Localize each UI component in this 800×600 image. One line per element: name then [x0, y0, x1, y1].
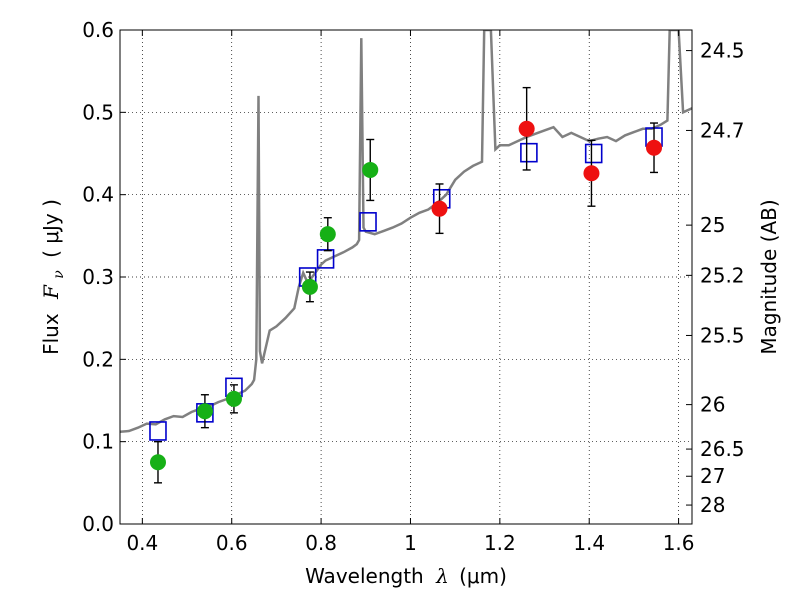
y-tick-label: 0.6 — [82, 18, 114, 42]
nir-photometry-point — [518, 120, 535, 137]
x-tick-label: 1.4 — [573, 531, 605, 555]
model-flux-square — [149, 421, 167, 441]
x-tick-label: 1.6 — [663, 531, 695, 555]
x-axis-label: Wavelength λ (μm) — [305, 564, 507, 588]
plot-frame — [119, 29, 693, 525]
optical-photometry-point — [225, 390, 242, 407]
y-axis-label: Flux F ν ( μJy ) — [39, 199, 68, 355]
model-flux-square — [520, 142, 538, 163]
y2-tick-label: 26 — [700, 393, 725, 417]
y-tick-label: 0.4 — [82, 183, 114, 207]
sed-model-line — [120, 30, 692, 434]
y2-tick-label: 26.5 — [700, 437, 745, 461]
nir-photometry-point — [646, 139, 663, 156]
optical-photometry-point — [196, 403, 213, 420]
y-tick-label: 0.2 — [82, 347, 114, 371]
nir-photometry-point — [583, 165, 600, 182]
optical-photometry-point — [319, 226, 336, 243]
model-flux-square — [584, 143, 603, 164]
model-flux-square — [316, 249, 335, 269]
y-tick-label: 0.0 — [82, 512, 114, 536]
optical-photometry-point — [301, 278, 318, 295]
y-tick-label: 0.1 — [82, 430, 114, 454]
model-flux-square — [359, 212, 377, 232]
y2-tick-label: 28 — [700, 493, 725, 517]
y2-tick-label: 25.2 — [700, 263, 745, 287]
x-tick-label: 0.6 — [216, 531, 248, 555]
plot-area — [120, 30, 692, 484]
optical-photometry-point — [149, 454, 166, 471]
x-tick-label: 1.2 — [484, 531, 516, 555]
y2-tick-label: 24.7 — [700, 118, 745, 142]
x-tick-label: 0.8 — [305, 531, 337, 555]
y-tick-label: 0.5 — [82, 100, 114, 124]
x-tick-label: 1 — [404, 531, 417, 555]
y2-tick-label: 27 — [700, 464, 725, 488]
x-tick-label: 0.4 — [126, 531, 158, 555]
y2-tick-label: 24.5 — [700, 39, 745, 63]
y-tick-label: 0.3 — [82, 265, 114, 289]
y2-tick-label: 25 — [700, 213, 725, 237]
optical-photometry-point — [362, 161, 379, 178]
axis-ticks: 0.4 0.6 0.8 1 1.2 1.4 1.6 0.0 0.1 0.2 0.3 0.4 0.5 0.6… — [82, 18, 744, 555]
y2-axis-label: Magnitude (AB) — [757, 199, 781, 354]
grid-lines — [120, 29, 692, 525]
y2-tick-label: 25.5 — [700, 323, 745, 347]
nir-photometry-point — [431, 200, 448, 217]
